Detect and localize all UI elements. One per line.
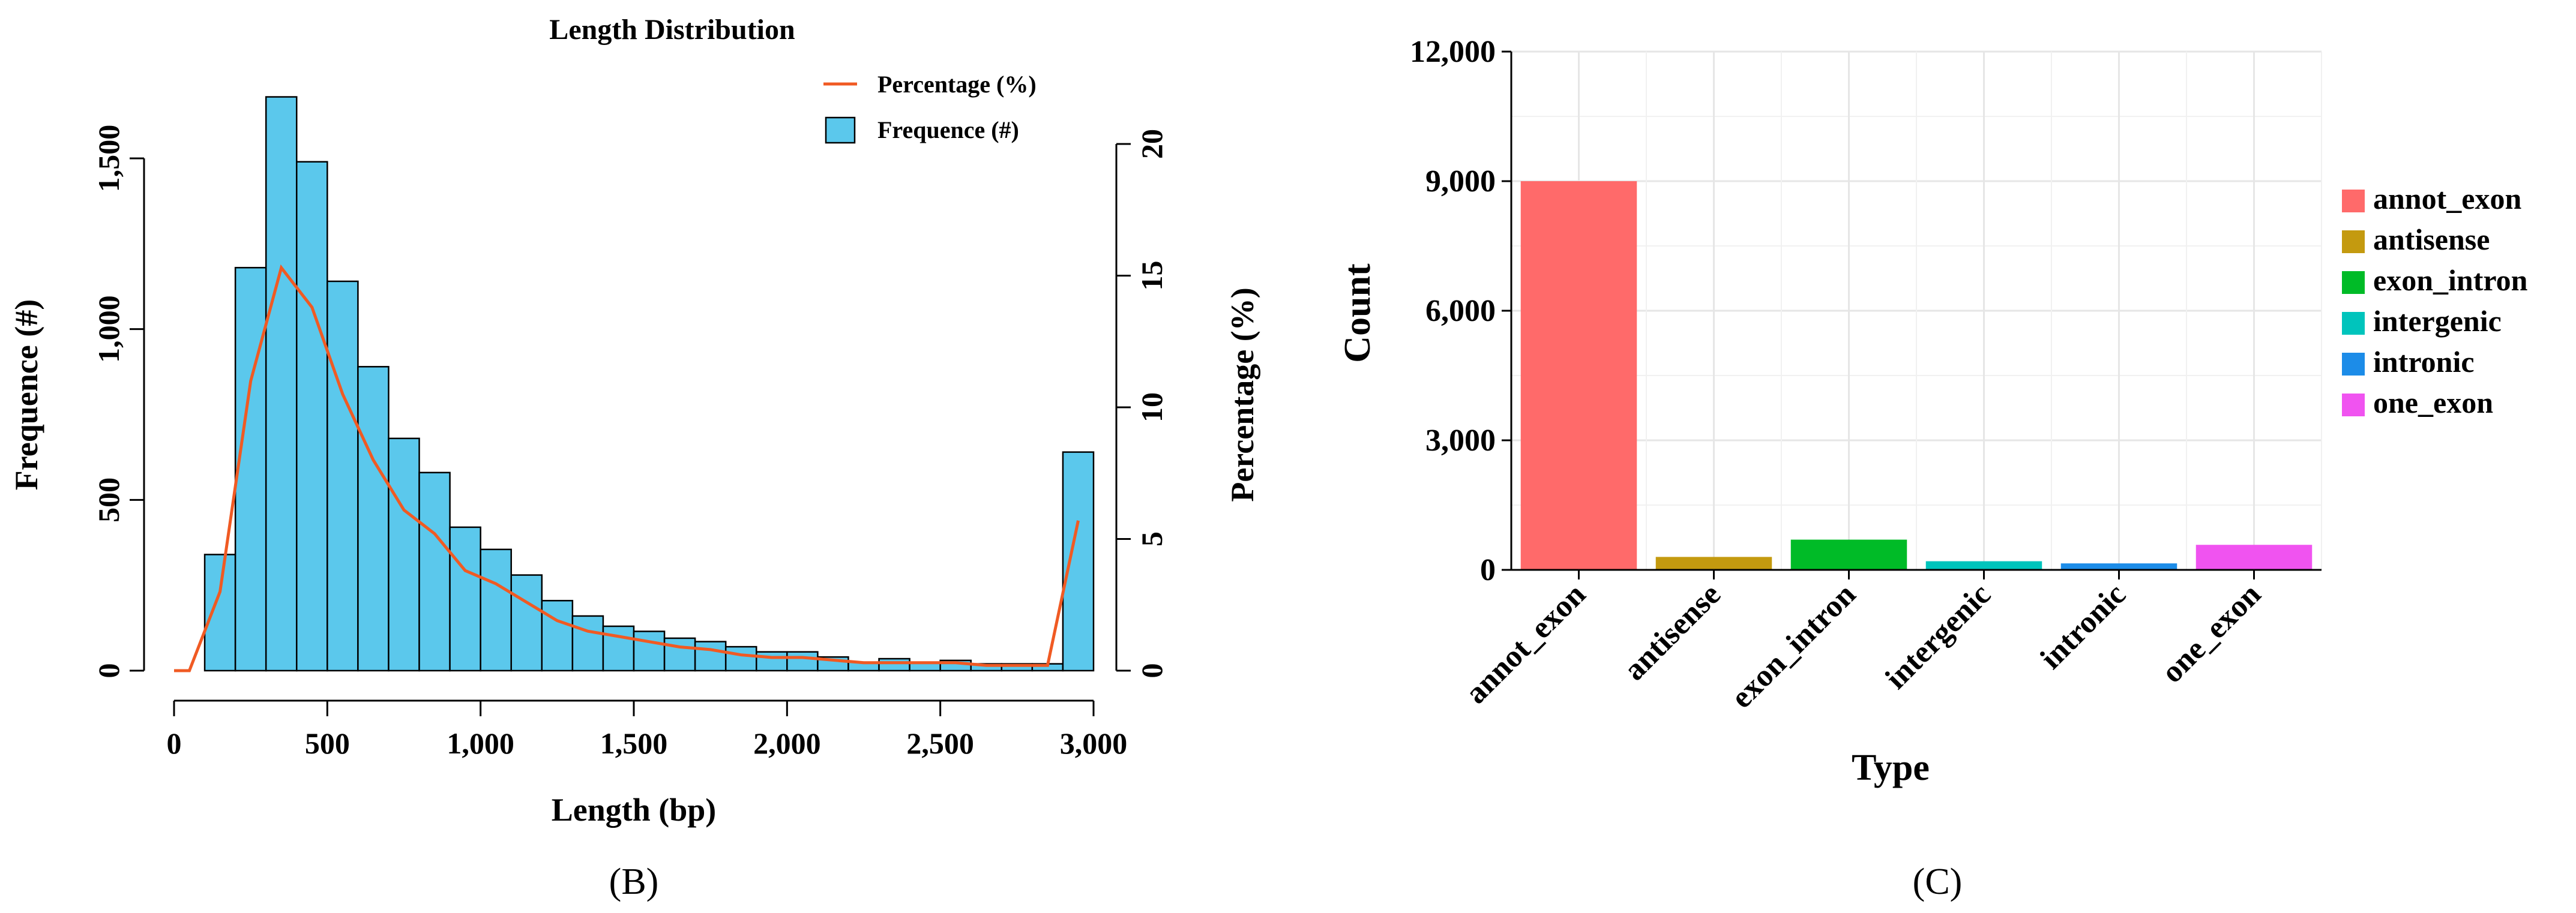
y-tick-label: 0: [1480, 553, 1496, 587]
bar-annot-exon: [1520, 181, 1637, 570]
x-tick-label: 1,500: [600, 726, 668, 760]
y2-tick-label: 20: [1135, 129, 1169, 159]
legend-entry: antisense: [2373, 223, 2490, 256]
histogram-bar: [296, 161, 328, 672]
histogram-bar: [694, 641, 727, 672]
y-tick-label: 1,000: [92, 295, 125, 363]
histogram-bar: [786, 651, 819, 672]
panel-label-c: (C): [1913, 861, 1963, 902]
histogram-bar: [1062, 451, 1095, 672]
y2-axis-label: Percentage (%): [1224, 287, 1260, 501]
y-axis-label: Frequence (#): [8, 299, 44, 490]
x-tick-label: 0: [167, 726, 182, 760]
bar-antisense: [1655, 557, 1772, 570]
y2-tick-label: 0: [1135, 663, 1169, 678]
x-tick-label: annot_exon: [1459, 577, 1592, 710]
y-tick-label: 12,000: [1410, 35, 1496, 69]
legend-bar-swatch: [825, 116, 856, 144]
legend-entry: intronic: [2373, 345, 2475, 379]
legend-entry-percentage: Percentage (%): [877, 71, 1037, 98]
x-tick-label: antisense: [1618, 577, 1727, 687]
histogram-bar: [418, 471, 451, 672]
x-tick-label: 500: [305, 726, 350, 760]
y2-tick-label: 10: [1135, 392, 1169, 422]
histogram-bar: [602, 625, 635, 672]
type-bars: [1520, 181, 2313, 570]
x-tick-label: intronic: [2034, 577, 2132, 675]
histogram-bar: [663, 637, 696, 672]
axes: 0 500 1,000 1,500 2,000 2,500 3,000 0 500 1,000 1,…: [92, 125, 1169, 760]
histogram-bar: [388, 437, 420, 672]
legend-entry: intergenic: [2373, 304, 2502, 338]
y-axis-label: Count: [1337, 263, 1378, 363]
histogram-bar: [541, 600, 574, 672]
bar-exon-intron: [1790, 539, 1907, 570]
histogram-bar: [724, 645, 757, 672]
x-axis-label: Type: [1852, 747, 1930, 788]
x-tick-label: one_exon: [2155, 577, 2268, 689]
percentage-line: [174, 264, 1080, 672]
y-tick-label: 500: [92, 477, 125, 522]
x-tick-label: exon_intron: [1724, 577, 1862, 715]
histogram-bars: [203, 96, 1095, 672]
histogram-bar: [357, 366, 390, 672]
y2-tick-label: 15: [1135, 261, 1169, 291]
y2-tick-label: 5: [1135, 531, 1169, 546]
x-tick-label: 1,000: [447, 726, 514, 760]
x-tick-label: 2,000: [753, 726, 821, 760]
legend-entry: exon_intron: [2373, 263, 2528, 297]
legend-swatch: [2342, 394, 2365, 416]
legend-entry: annot_exon: [2373, 182, 2521, 215]
chart-title: Length Distribution: [549, 14, 795, 46]
y-tick-label: 9,000: [1425, 164, 1496, 199]
legend: Percentage (%) Frequence (#): [823, 71, 1037, 144]
y-tick-label: 3,000: [1425, 424, 1496, 458]
histogram-bar: [203, 554, 236, 672]
panel-label-b: (B): [609, 861, 659, 902]
histogram-bar: [571, 615, 604, 672]
histogram-bar: [756, 651, 788, 672]
legend-swatch: [2342, 312, 2365, 335]
bar-intronic: [2060, 563, 2177, 570]
x-tick-label: 2,500: [906, 726, 974, 760]
histogram-bar: [234, 266, 267, 672]
bar-intergenic: [1925, 561, 2042, 570]
legend-swatch: [2342, 230, 2365, 253]
legend-swatch: [2342, 190, 2365, 212]
histogram-bar: [480, 548, 512, 672]
histogram-bar: [327, 280, 359, 672]
x-axis-label: Length (bp): [552, 792, 717, 828]
legend-entry-frequence: Frequence (#): [877, 116, 1019, 143]
y-tick-label: 1,500: [92, 125, 125, 193]
legend: annot_exon antisense exon_intron intergenic…: [2342, 182, 2528, 419]
x-tick-label: intergenic: [1879, 577, 1997, 696]
histogram-bar: [633, 630, 666, 672]
y-tick-label: 0: [92, 663, 125, 678]
histogram-bar: [265, 96, 298, 672]
x-tick-label: 3,000: [1060, 726, 1128, 760]
bar-one-exon: [2195, 545, 2313, 570]
y-tick-label: 6,000: [1425, 294, 1496, 328]
legend-swatch: [2342, 271, 2365, 294]
histogram-bar: [878, 657, 910, 672]
histogram-bar: [449, 526, 481, 672]
legend-entry: one_exon: [2373, 386, 2493, 419]
length-distribution-panel: Length Distribution 0 500 1,000 1,500 2,000 2…: [8, 14, 1260, 902]
histogram-bar: [510, 574, 543, 672]
legend-swatch: [2342, 353, 2365, 376]
